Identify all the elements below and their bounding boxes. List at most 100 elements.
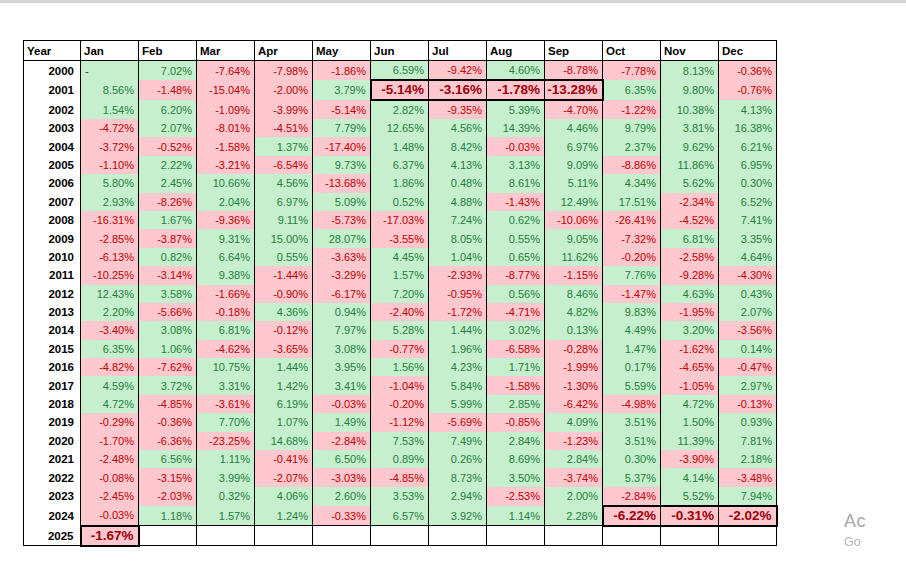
cell-2023-may[interactable]: 2.60% <box>313 487 371 506</box>
cell-2007-jul[interactable]: 4.88% <box>429 193 487 211</box>
cell-2013-aug[interactable]: -4.71% <box>487 303 545 321</box>
cell-2016-mar[interactable]: 10.75% <box>197 358 255 376</box>
cell-2003-mar[interactable]: -8.01% <box>197 119 255 137</box>
cell-2020-apr[interactable]: 14.68% <box>255 432 313 450</box>
year-cell-2018[interactable]: 2018 <box>24 395 81 413</box>
col-header-oct[interactable]: Oct <box>603 41 661 61</box>
year-cell-2001[interactable]: 2001 <box>24 80 81 100</box>
cell-2022-jan[interactable]: -0.08% <box>81 468 139 486</box>
cell-2020-feb[interactable]: -6.36% <box>139 432 197 450</box>
cell-2022-aug[interactable]: 3.50% <box>487 468 545 486</box>
cell-2010-may[interactable]: -3.63% <box>313 248 371 266</box>
cell-2003-sep[interactable]: 4.46% <box>545 119 603 137</box>
year-cell-2025[interactable]: 2025 <box>24 526 81 546</box>
cell-2015-jul[interactable]: 1.96% <box>429 340 487 358</box>
cell-2019-aug[interactable]: -0.85% <box>487 413 545 431</box>
cell-2010-apr[interactable]: 0.55% <box>255 248 313 266</box>
year-cell-2010[interactable]: 2010 <box>24 248 81 266</box>
cell-2019-feb[interactable]: -0.36% <box>139 413 197 431</box>
cell-2006-mar[interactable]: 10.66% <box>197 174 255 192</box>
cell-2017-apr[interactable]: 1.42% <box>255 376 313 394</box>
cell-2018-jul[interactable]: 5.99% <box>429 395 487 413</box>
cell-2015-sep[interactable]: -0.28% <box>545 340 603 358</box>
cell-2007-aug[interactable]: -1.43% <box>487 193 545 211</box>
cell-2002-dec[interactable]: 4.13% <box>719 100 777 119</box>
cell-2017-jul[interactable]: 5.84% <box>429 376 487 394</box>
cell-2008-mar[interactable]: -9.36% <box>197 211 255 229</box>
year-cell-2011[interactable]: 2011 <box>24 266 81 284</box>
cell-2010-jul[interactable]: 1.04% <box>429 248 487 266</box>
cell-2009-oct[interactable]: -7.32% <box>603 229 661 247</box>
cell-2019-nov[interactable]: 1.50% <box>661 413 719 431</box>
cell-2015-jun[interactable]: -0.77% <box>371 340 429 358</box>
cell-2019-may[interactable]: 1.49% <box>313 413 371 431</box>
cell-2008-sep[interactable]: -10.06% <box>545 211 603 229</box>
cell-2024-nov[interactable]: -0.31% <box>661 506 719 526</box>
cell-2004-may[interactable]: -17.40% <box>313 137 371 155</box>
cell-2015-jan[interactable]: 6.35% <box>81 340 139 358</box>
cell-2011-dec[interactable]: -4.30% <box>719 266 777 284</box>
cell-2022-sep[interactable]: -3.74% <box>545 468 603 486</box>
col-header-nov[interactable]: Nov <box>661 41 719 61</box>
cell-2012-aug[interactable]: 0.56% <box>487 285 545 303</box>
cell-2010-mar[interactable]: 6.64% <box>197 248 255 266</box>
cell-2017-mar[interactable]: 3.31% <box>197 376 255 394</box>
cell-2015-dec[interactable]: 0.14% <box>719 340 777 358</box>
cell-2025-feb[interactable] <box>139 526 197 546</box>
cell-2007-jun[interactable]: 0.52% <box>371 193 429 211</box>
cell-2001-mar[interactable]: -15.04% <box>197 80 255 100</box>
cell-2014-jul[interactable]: 1.44% <box>429 321 487 339</box>
cell-2000-feb[interactable]: 7.02% <box>139 61 197 81</box>
cell-2011-jun[interactable]: 1.57% <box>371 266 429 284</box>
cell-2007-mar[interactable]: 2.04% <box>197 193 255 211</box>
cell-2017-jun[interactable]: -1.04% <box>371 376 429 394</box>
cell-2003-jul[interactable]: 4.56% <box>429 119 487 137</box>
cell-2013-jun[interactable]: -2.40% <box>371 303 429 321</box>
year-cell-2012[interactable]: 2012 <box>24 285 81 303</box>
cell-2005-feb[interactable]: 2.22% <box>139 156 197 174</box>
cell-2017-sep[interactable]: -1.30% <box>545 376 603 394</box>
cell-2016-oct[interactable]: 0.17% <box>603 358 661 376</box>
cell-2021-dec[interactable]: 2.18% <box>719 450 777 468</box>
year-cell-2017[interactable]: 2017 <box>24 376 81 394</box>
cell-2013-jan[interactable]: 2.20% <box>81 303 139 321</box>
cell-2002-feb[interactable]: 6.20% <box>139 100 197 119</box>
cell-2019-jun[interactable]: -1.12% <box>371 413 429 431</box>
cell-2001-jun[interactable]: -5.14% <box>371 80 429 100</box>
cell-2012-jun[interactable]: 7.20% <box>371 285 429 303</box>
cell-2004-jul[interactable]: 8.42% <box>429 137 487 155</box>
cell-2016-dec[interactable]: -0.47% <box>719 358 777 376</box>
cell-2021-sep[interactable]: 2.84% <box>545 450 603 468</box>
cell-2025-jul[interactable] <box>429 526 487 546</box>
cell-2025-may[interactable] <box>313 526 371 546</box>
cell-2008-feb[interactable]: 1.67% <box>139 211 197 229</box>
cell-2011-nov[interactable]: -9.28% <box>661 266 719 284</box>
col-header-year[interactable]: Year <box>24 41 81 61</box>
cell-2006-dec[interactable]: 0.30% <box>719 174 777 192</box>
cell-2021-oct[interactable]: 0.30% <box>603 450 661 468</box>
cell-2008-jan[interactable]: -16.31% <box>81 211 139 229</box>
cell-2015-mar[interactable]: -4.62% <box>197 340 255 358</box>
cell-2024-dec[interactable]: -2.02% <box>719 506 777 526</box>
cell-2010-jun[interactable]: 4.45% <box>371 248 429 266</box>
cell-2000-jan[interactable]: - <box>81 61 139 81</box>
cell-2006-aug[interactable]: 8.61% <box>487 174 545 192</box>
year-cell-2006[interactable]: 2006 <box>24 174 81 192</box>
cell-2017-jan[interactable]: 4.59% <box>81 376 139 394</box>
cell-2015-feb[interactable]: 1.06% <box>139 340 197 358</box>
cell-2008-aug[interactable]: 0.62% <box>487 211 545 229</box>
cell-2024-jun[interactable]: 6.57% <box>371 506 429 526</box>
cell-2024-feb[interactable]: 1.18% <box>139 506 197 526</box>
cell-2025-aug[interactable] <box>487 526 545 546</box>
cell-2022-jun[interactable]: -4.85% <box>371 468 429 486</box>
cell-2000-oct[interactable]: -7.78% <box>603 61 661 81</box>
cell-2001-aug[interactable]: -1.78% <box>487 80 545 100</box>
cell-2021-aug[interactable]: 8.69% <box>487 450 545 468</box>
cell-2012-feb[interactable]: 3.58% <box>139 285 197 303</box>
cell-2007-sep[interactable]: 12.49% <box>545 193 603 211</box>
cell-2001-apr[interactable]: -2.00% <box>255 80 313 100</box>
col-header-jul[interactable]: Jul <box>429 41 487 61</box>
cell-2001-nov[interactable]: 9.80% <box>661 80 719 100</box>
cell-2012-jan[interactable]: 12.43% <box>81 285 139 303</box>
cell-2022-oct[interactable]: 5.37% <box>603 468 661 486</box>
